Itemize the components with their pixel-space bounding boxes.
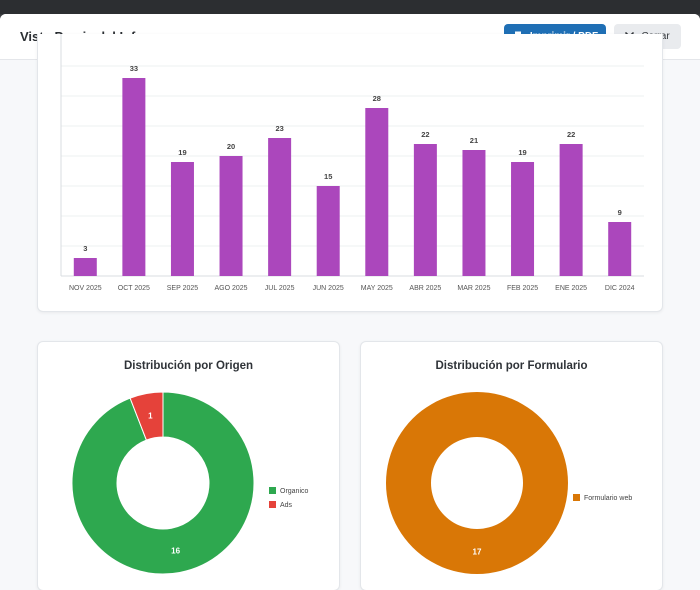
data-label: 33: [130, 64, 138, 73]
form-donut-chart: 17 Formulario web: [385, 392, 632, 574]
x-tick-label: MAR 2025: [457, 285, 490, 292]
legend-label: Ads: [280, 502, 293, 509]
legend-swatch: [269, 501, 276, 508]
x-tick-label: AGO 2025: [215, 285, 248, 292]
legend-swatch: [573, 494, 580, 501]
legend-label: Formulario web: [584, 495, 632, 502]
legend-label: Organico: [280, 488, 309, 495]
x-tick-label: JUL 2025: [265, 285, 295, 292]
bar: [122, 78, 146, 276]
data-label: 19: [178, 148, 186, 157]
x-tick-label: SEP 2025: [167, 285, 199, 292]
donut-slice: [71, 391, 255, 575]
form-distribution-card: Distribución por Formulario 17 Formulario…: [360, 341, 663, 590]
data-label: 20: [227, 142, 235, 151]
bar: [413, 144, 437, 276]
bar: [316, 186, 340, 276]
bar: [511, 162, 535, 276]
bar: [73, 258, 97, 276]
monthly-bar-chart: 3 NOV 2025 33 OCT 2025 19 SEP 2025 20 AGO 2025 2…: [60, 34, 644, 292]
data-label: 3: [83, 244, 87, 253]
x-tick-label: OCT 2025: [118, 285, 150, 292]
slice-value-label: 1: [148, 412, 153, 421]
form-chart-title: Distribución por Formulario: [435, 360, 588, 372]
data-label: 9: [618, 208, 622, 217]
x-tick-label: ABR 2025: [409, 285, 441, 292]
x-tick-label: NOV 2025: [69, 285, 102, 292]
report-preview-modal: Vista Previa del Informe Imprimir / PDF …: [0, 14, 700, 590]
bar: [365, 108, 389, 276]
data-label: 22: [421, 130, 429, 139]
x-tick-label: JUN 2025: [313, 285, 344, 292]
data-label: 15: [324, 172, 332, 181]
x-tick-label: MAY 2025: [361, 285, 393, 292]
data-label: 23: [275, 124, 283, 133]
monthly-bar-chart-card: 3 NOV 2025 33 OCT 2025 19 SEP 2025 20 AGO 2025 2…: [37, 34, 663, 312]
x-tick-label: FEB 2025: [507, 285, 538, 292]
bar: [559, 144, 583, 276]
data-label: 21: [470, 136, 478, 145]
background-app-bar: [0, 0, 700, 14]
legend-swatch: [269, 487, 276, 494]
bar: [170, 162, 194, 276]
bar: [462, 150, 486, 276]
bar: [268, 138, 292, 276]
origin-distribution-card: Distribución por Origen 16 1 Organico Ads: [37, 341, 340, 590]
bar: [219, 156, 243, 276]
data-label: 19: [518, 148, 526, 157]
slice-value-label: 17: [473, 548, 482, 557]
donut-slice: [385, 392, 568, 574]
slice-value-label: 16: [171, 546, 180, 555]
data-label: 28: [373, 94, 381, 103]
origin-donut-chart: 16 1 Organico Ads: [71, 391, 309, 575]
origin-chart-title: Distribución por Origen: [123, 360, 254, 372]
donut-slice: [129, 391, 164, 441]
bar: [608, 222, 632, 276]
x-tick-label: ENE 2025: [555, 285, 587, 292]
x-tick-label: DIC 2024: [605, 285, 635, 292]
data-label: 22: [567, 130, 575, 139]
